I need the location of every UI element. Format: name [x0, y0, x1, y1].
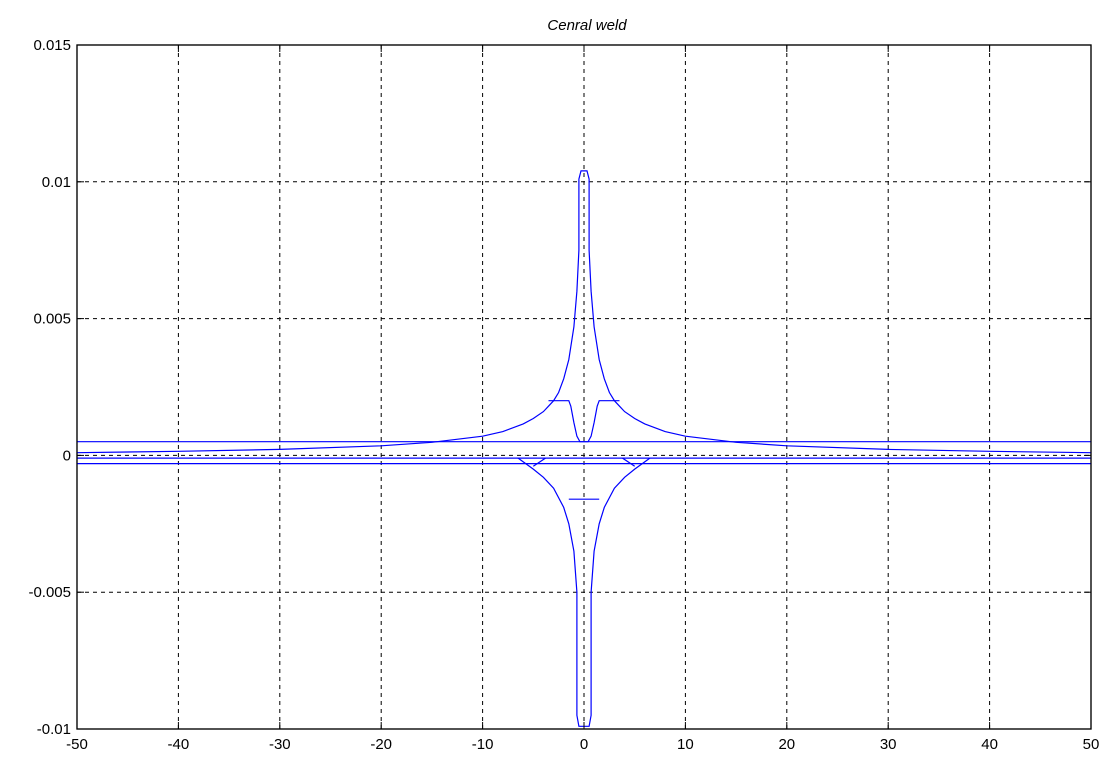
y-tick-labels: -0.01 -0.005 0 0.005 0.01 0.015	[28, 37, 71, 738]
x-tick-label: -10	[472, 736, 494, 753]
x-tick-label: 50	[1083, 736, 1100, 753]
chart-title: Cenral weld	[547, 17, 627, 34]
x-tick-label: -20	[370, 736, 392, 753]
y-tick-label: 0.005	[33, 311, 71, 328]
plot-area	[76, 44, 1092, 730]
y-tick-label: -0.005	[28, 584, 71, 601]
y-tick-label: -0.01	[37, 721, 71, 738]
series-line-8	[532, 457, 546, 467]
series-line-9	[622, 457, 636, 467]
x-tick-label: -30	[269, 736, 291, 753]
x-tick-labels: -50 -40 -30 -20 -10 0 10 20 30 40 50	[66, 736, 1099, 753]
grid	[77, 45, 1091, 729]
x-tick-label: 10	[677, 736, 694, 753]
series-group	[76, 170, 1092, 727]
x-tick-label: -50	[66, 736, 88, 753]
y-tick-label: 0.01	[42, 174, 71, 191]
x-tick-label: 0	[580, 736, 588, 753]
x-tick-label: -40	[168, 736, 190, 753]
x-tick-label: 20	[778, 736, 795, 753]
plot-frame	[76, 44, 1092, 730]
x-tick-label: 40	[981, 736, 998, 753]
y-tick-label: 0.015	[33, 37, 71, 54]
x-tick-label: 30	[880, 736, 897, 753]
series-line-1	[76, 170, 1092, 454]
y-tick-label: 0	[63, 447, 71, 464]
